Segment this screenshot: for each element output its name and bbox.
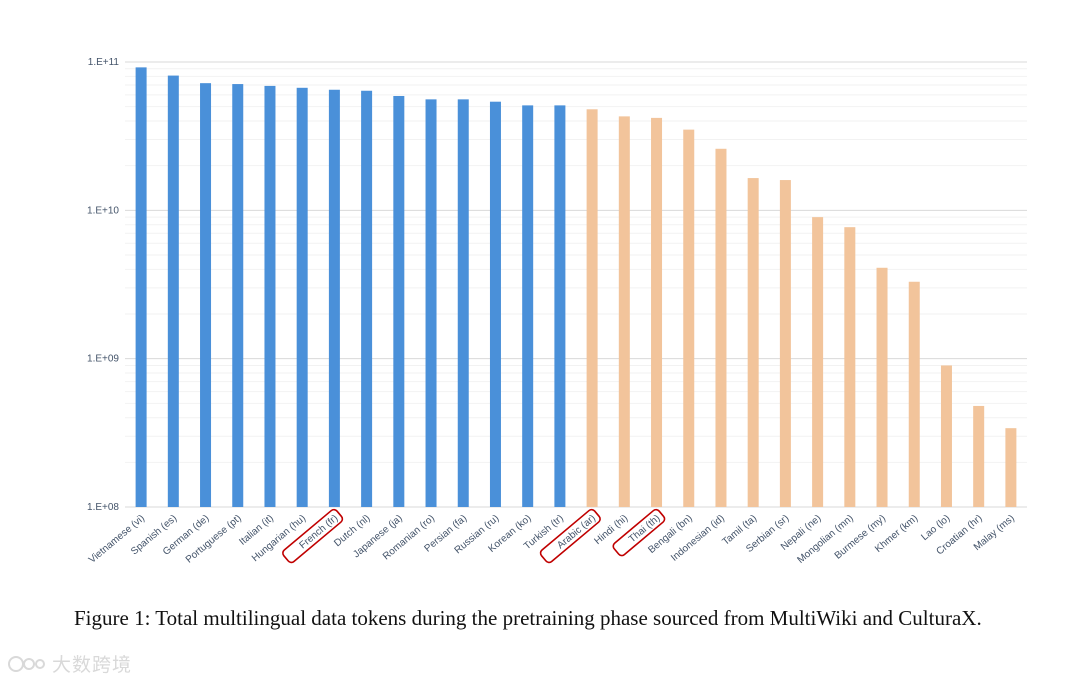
bar [328, 89, 340, 507]
y-tick-label: 1.E+10 [87, 205, 119, 216]
watermark: 大数跨境 [8, 650, 132, 677]
bar [522, 105, 534, 508]
bar [1005, 428, 1017, 507]
x-tick-label: Mongolian (mn) [795, 513, 855, 566]
bar [908, 281, 920, 507]
y-tick-label: 1.E+08 [87, 502, 119, 513]
bar [715, 148, 727, 508]
label-highlight-box [539, 508, 601, 564]
bar [200, 83, 212, 507]
bar [844, 227, 856, 508]
bar [393, 95, 405, 507]
bar [264, 85, 276, 507]
label-highlight-box [282, 508, 344, 564]
y-tick-label: 1.E+09 [87, 354, 119, 365]
x-tick-label: Portuguese (pt) [184, 513, 244, 566]
bar [457, 99, 469, 507]
bar [747, 178, 759, 507]
bar [651, 117, 663, 507]
bar [232, 84, 244, 507]
bar [489, 101, 501, 508]
y-tick-label: 1.E+11 [88, 57, 120, 68]
bar [296, 87, 308, 508]
bar [618, 116, 630, 508]
watermark-logo-icon [8, 655, 45, 672]
bar [779, 180, 791, 507]
bar [135, 67, 147, 508]
watermark-text: 大数跨境 [52, 654, 133, 676]
bar [425, 99, 437, 507]
bar [812, 217, 824, 507]
bar [940, 365, 952, 507]
bar [554, 105, 566, 508]
x-tick-label: Hindi (hi) [593, 513, 631, 547]
bar [973, 405, 985, 507]
label-highlight-box [612, 508, 666, 557]
bar [683, 129, 695, 507]
bar [586, 109, 598, 508]
bar [876, 267, 888, 507]
bar [361, 90, 373, 507]
x-tick-label: Vietnamese (vi) [87, 513, 147, 566]
figure-caption: Figure 1: Total multilingual data tokens… [74, 606, 982, 630]
bar [167, 75, 179, 508]
